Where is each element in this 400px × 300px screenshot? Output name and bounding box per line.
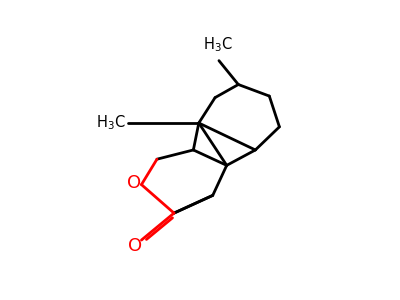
Text: O: O (128, 237, 142, 255)
Text: H$_3$C: H$_3$C (96, 114, 126, 132)
Text: O: O (127, 174, 141, 192)
Text: H$_3$C: H$_3$C (202, 36, 232, 55)
